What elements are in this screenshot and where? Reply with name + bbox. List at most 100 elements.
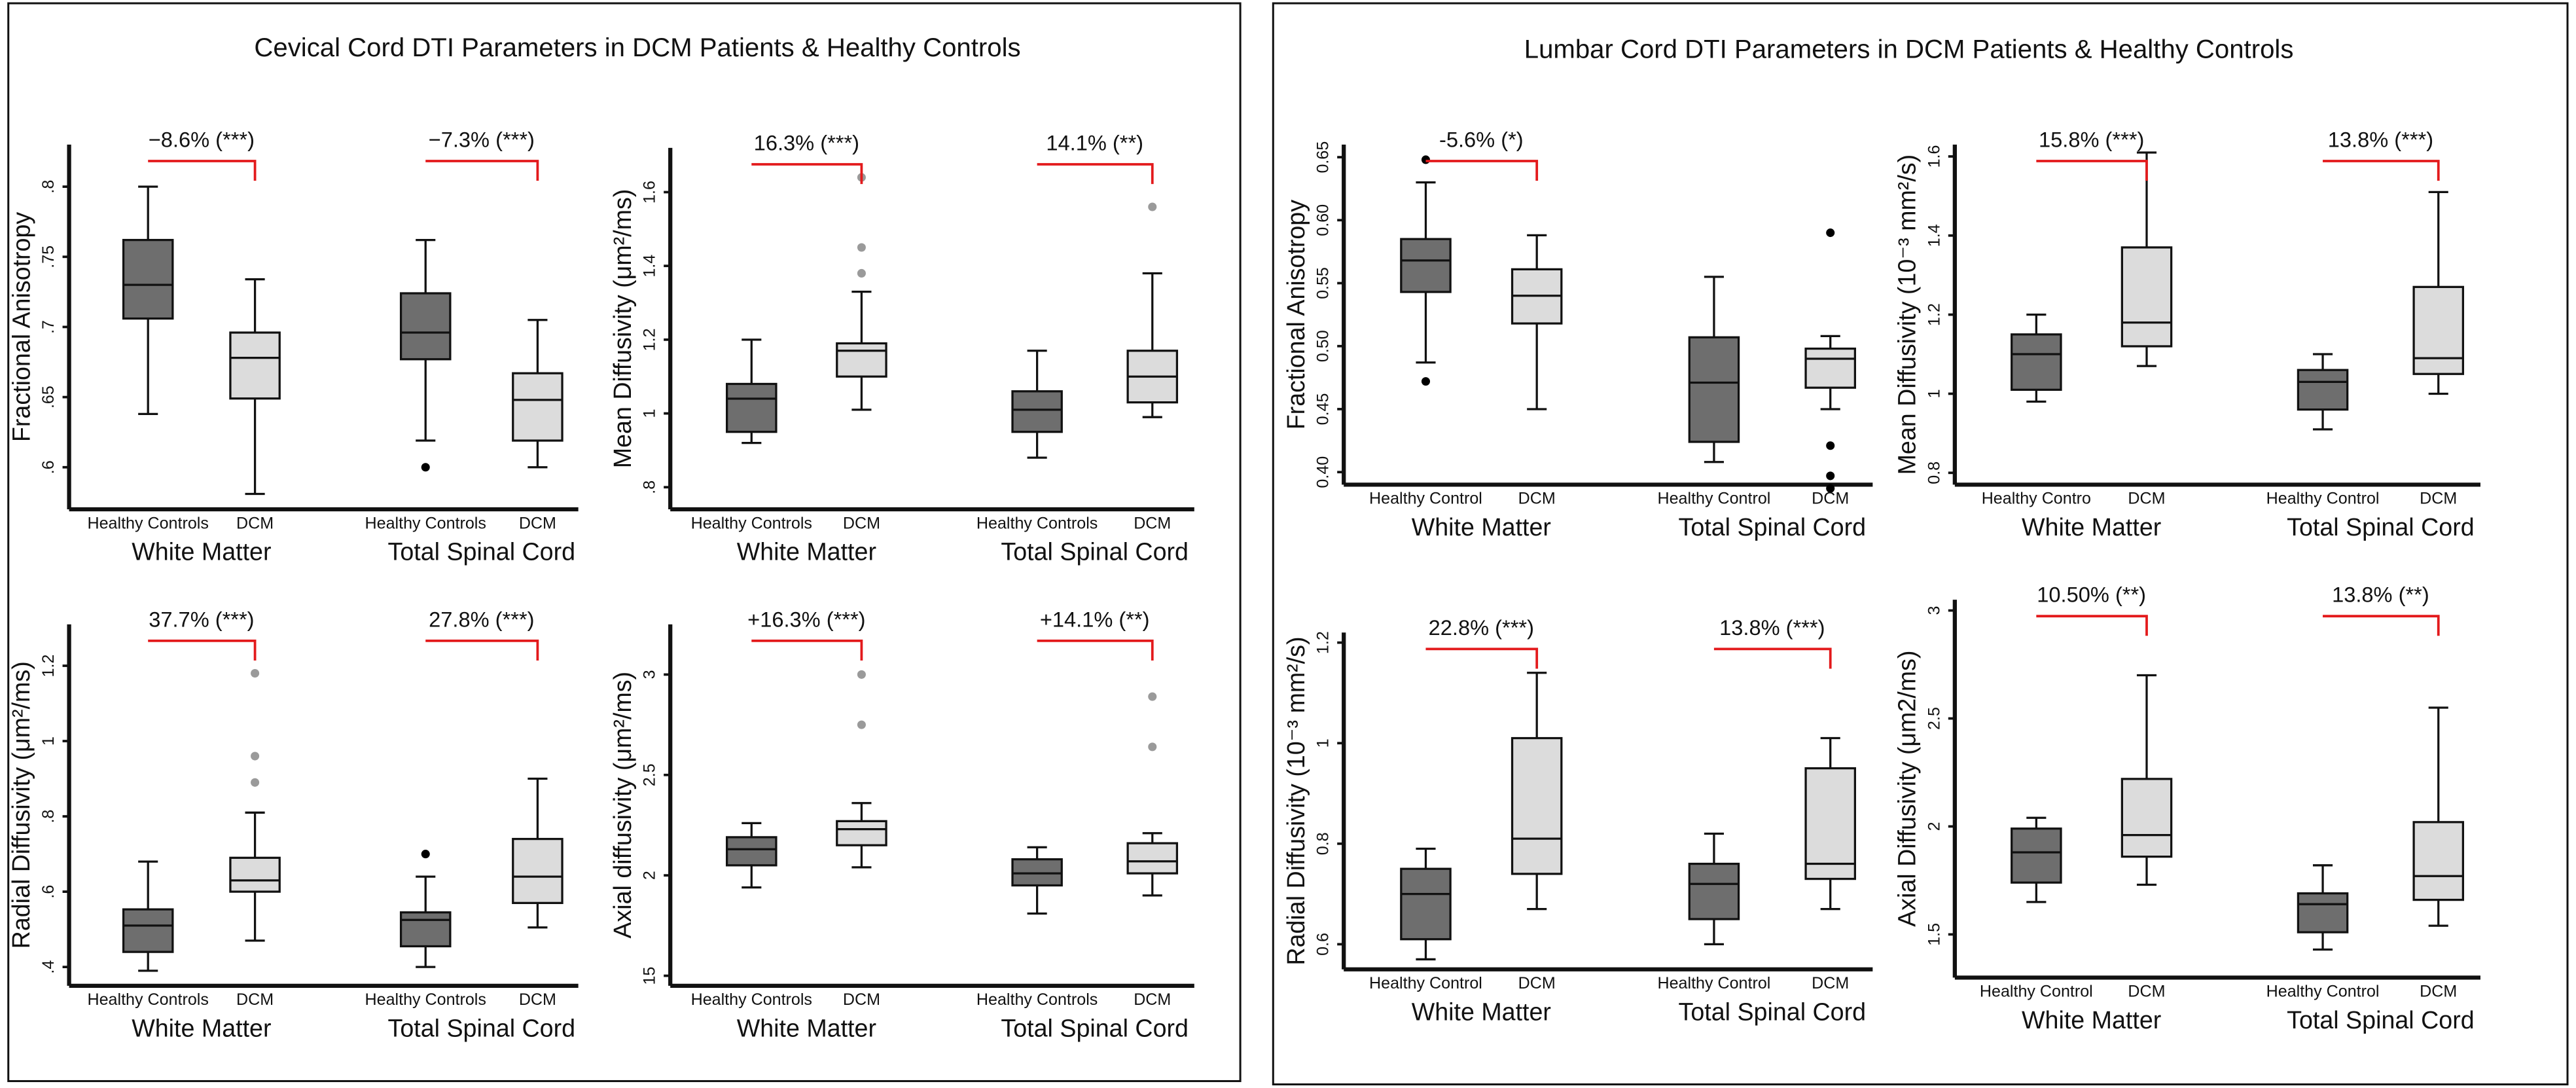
outlier [857, 268, 866, 278]
annotation: +14.1% (**) [1040, 607, 1150, 631]
outlier [1421, 155, 1430, 164]
box [122, 238, 174, 320]
category-label: Healthy Control [1980, 983, 2093, 1001]
box [229, 331, 281, 400]
box [399, 911, 452, 948]
outlier [1421, 377, 1430, 386]
y-tick-label: 3 [1925, 606, 1943, 615]
y-tick-label: .8 [39, 810, 58, 824]
annotation: 14.1% (**) [1046, 130, 1143, 154]
box [2011, 827, 2062, 884]
category-label: DCM [1812, 490, 1849, 508]
box [1400, 238, 1452, 293]
significance-bracket [1425, 160, 1539, 181]
outlier [857, 243, 866, 252]
y-tick-label: .75 [39, 245, 58, 268]
category-label: Healthy Controls [691, 990, 812, 1009]
y-tick-label: 1.5 [1925, 923, 1943, 946]
y-tick-label: .65 [39, 386, 58, 408]
y-tick-label: 1.2 [1314, 631, 1333, 654]
y-tick-label: 2.5 [1925, 707, 1943, 730]
annotation: 22.8% (***) [1429, 615, 1534, 640]
category-label: Healthy Control [2266, 490, 2380, 508]
category-label: Healthy Controls [691, 514, 812, 532]
group-label: Total Spinal Cord [388, 1015, 576, 1042]
panel-title: Lumbar Cord DTI Parameters in DCM Patien… [1524, 34, 2294, 63]
outlier [1826, 471, 1835, 481]
y-tick-label: 0.65 [1314, 141, 1333, 173]
box [1804, 767, 1856, 880]
panel-border [1272, 2, 2569, 1085]
box [122, 908, 174, 953]
significance-bracket [2323, 615, 2440, 636]
category-label: Healthy Controls [976, 514, 1098, 532]
box [2297, 369, 2349, 411]
category-label: Healthy Control [1657, 974, 1770, 992]
annotation: 16.3% (***) [754, 130, 859, 154]
panel-border [7, 2, 1242, 1082]
group-label: White Matter [1412, 513, 1551, 541]
y-tick-label: 0.8 [1925, 462, 1943, 484]
y-tick-label: 1.6 [641, 181, 659, 204]
y-tick-label: 0.40 [1314, 456, 1333, 488]
y-axis-label: Axial diffusivity (μm²/ms) [609, 672, 636, 939]
annotation: 13.8% (***) [2328, 127, 2433, 151]
group-label: White Matter [132, 1015, 271, 1042]
box [2120, 246, 2173, 348]
annotation: 37.7% (***) [149, 607, 254, 631]
box [1688, 336, 1740, 443]
y-axis-label: Axial Diffusivity (μm2/ms) [1893, 651, 1921, 927]
y-axis-label: Mean Diffusivity (μm²/ms) [609, 189, 636, 469]
outlier [1148, 742, 1157, 752]
category-label: DCM [1134, 990, 1171, 1009]
outlier [1148, 692, 1157, 701]
outlier [251, 778, 260, 787]
category-label: DCM [519, 990, 556, 1009]
y-tick-label: 3 [641, 670, 659, 679]
y-tick-label: 0.45 [1314, 393, 1333, 426]
y-tick-label: .8 [39, 180, 58, 194]
significance-bracket [425, 639, 539, 661]
y-axis-label: Fractional Anisotropy [1282, 200, 1310, 430]
y-tick-label: 1.2 [1925, 303, 1943, 326]
category-label: DCM [236, 514, 274, 532]
box [2120, 778, 2173, 858]
significance-bracket [148, 639, 257, 661]
significance-bracket [425, 160, 539, 181]
box [1511, 736, 1563, 875]
box [2297, 892, 2349, 934]
group-label: White Matter [737, 1015, 876, 1042]
y-axis-label: Fractional Anisotropy [7, 212, 35, 443]
category-label: DCM [519, 514, 556, 532]
category-label: Healthy Control [1369, 974, 1482, 992]
outlier [1826, 441, 1835, 450]
outlier [857, 720, 866, 729]
category-label: DCM [843, 514, 880, 532]
y-axis-label: Mean Diffusivity (10⁻³ mm²/s) [1893, 154, 1921, 475]
panel-title: Cevical Cord DTI Parameters in DCM Patie… [254, 33, 1020, 62]
outlier [1148, 202, 1157, 211]
outlier [857, 670, 866, 679]
group-label: White Matter [1412, 998, 1551, 1025]
box [2011, 333, 2062, 391]
significance-bracket [1037, 163, 1154, 185]
group-label: White Matter [2022, 1006, 2161, 1034]
y-tick-label: 2.5 [641, 763, 659, 786]
category-label: Healthy Control [2266, 983, 2380, 1001]
category-label: Healthy Controls [365, 514, 486, 532]
group-label: White Matter [132, 538, 271, 566]
box [399, 292, 452, 361]
significance-bracket [2036, 615, 2148, 636]
category-label: DCM [843, 990, 880, 1009]
significance-bracket [148, 160, 257, 181]
group-label: Total Spinal Cord [2287, 1006, 2475, 1034]
significance-bracket [1713, 647, 1832, 669]
y-tick-label: 1.4 [641, 255, 659, 278]
group-label: Total Spinal Cord [388, 538, 576, 566]
group-label: Total Spinal Cord [1001, 538, 1189, 566]
y-tick-label: 0.6 [1314, 933, 1333, 956]
annotation: 15.8% (***) [2039, 127, 2144, 151]
y-tick-label: 1.4 [1925, 224, 1943, 247]
y-tick-label: 1.2 [641, 328, 659, 351]
